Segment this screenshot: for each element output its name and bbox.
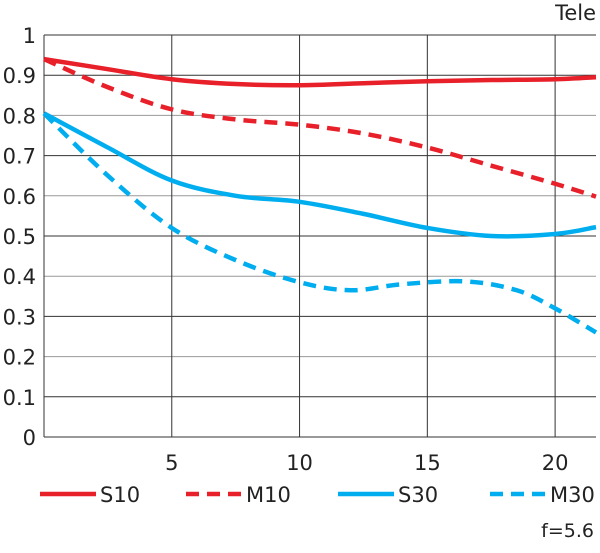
legend-label-s30: S30 bbox=[398, 483, 438, 507]
chart-title: Tele bbox=[554, 1, 596, 25]
legend-label-s10: S10 bbox=[100, 483, 140, 507]
y-tick-label: 0.6 bbox=[3, 185, 36, 209]
x-axis: 5 10 15 20 bbox=[165, 451, 568, 475]
legend: S10 M10 S30 M30 bbox=[40, 483, 595, 507]
series-line-m30 bbox=[42, 111, 598, 335]
y-tick-label: 0.3 bbox=[3, 305, 36, 329]
series-line-s10 bbox=[43, 56, 597, 88]
y-tick-label: 0 bbox=[23, 426, 36, 450]
y-tick-label: 0.8 bbox=[3, 104, 36, 128]
x-tick-label: 5 bbox=[165, 451, 178, 475]
aperture-annotation: f=5.6 bbox=[541, 520, 594, 542]
y-tick-label: 0.2 bbox=[3, 346, 36, 370]
grid bbox=[43, 34, 596, 438]
series-line-m10 bbox=[43, 57, 597, 199]
x-tick-label: 10 bbox=[286, 451, 313, 475]
y-tick-label: 0.7 bbox=[3, 145, 36, 169]
y-tick-label: 0.4 bbox=[3, 265, 36, 289]
y-tick-label: 0.9 bbox=[3, 64, 36, 88]
y-axis: 0 0.1 0.2 0.3 0.4 0.5 0.6 0.7 0.8 0.9 1 bbox=[3, 24, 36, 450]
legend-label-m30: M30 bbox=[550, 483, 595, 507]
x-tick-label: 15 bbox=[414, 451, 441, 475]
series-line-s30 bbox=[42, 111, 597, 239]
y-tick-label: 0.5 bbox=[3, 225, 36, 249]
y-tick-label: 0.1 bbox=[3, 386, 36, 410]
legend-label-m10: M10 bbox=[246, 483, 291, 507]
y-tick-label: 1 bbox=[23, 24, 36, 48]
x-tick-label: 20 bbox=[542, 451, 569, 475]
series-lines bbox=[42, 56, 598, 335]
